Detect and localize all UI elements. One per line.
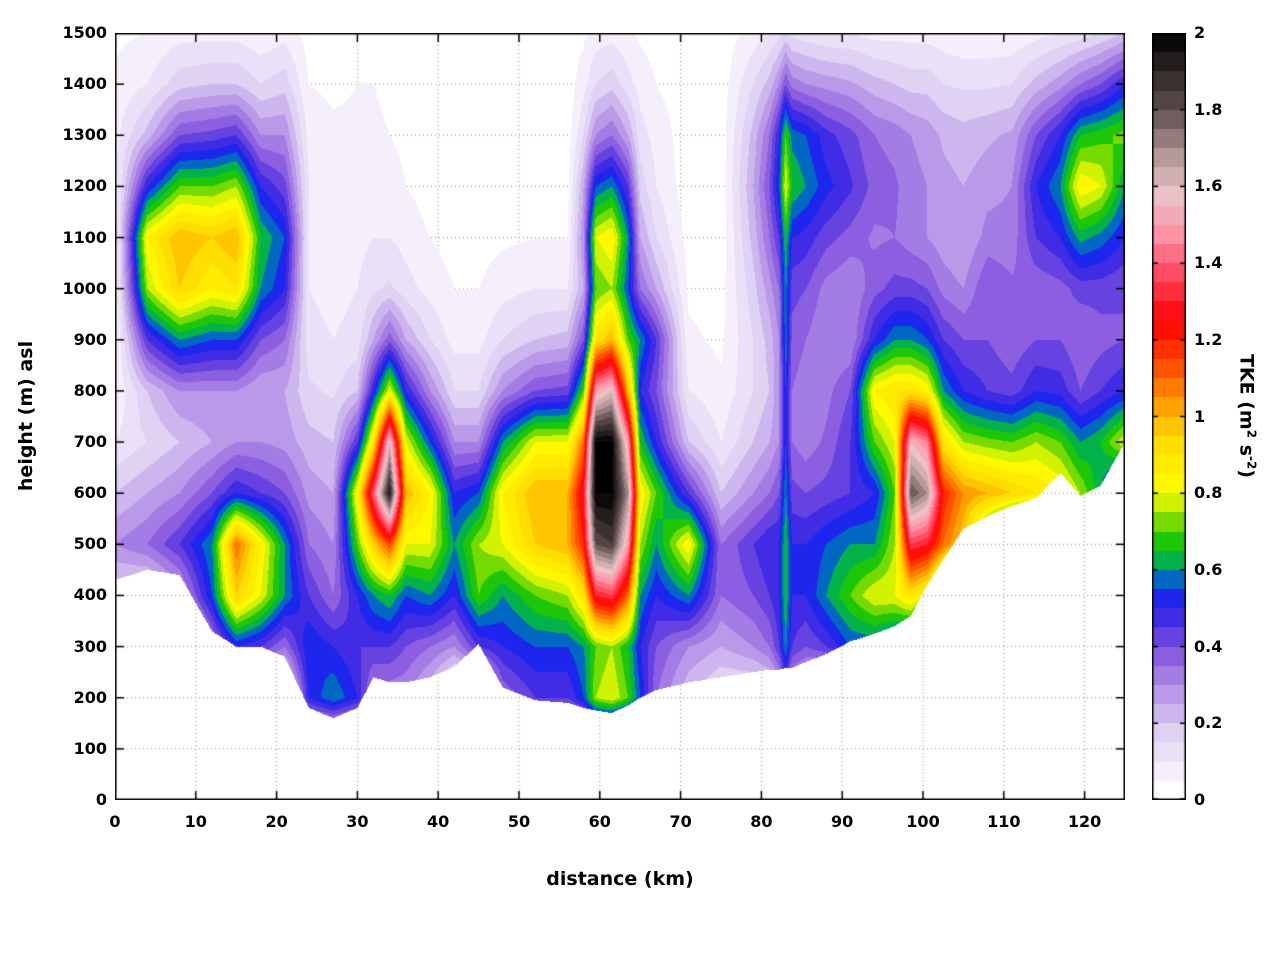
x-tick-label: 10 bbox=[184, 812, 207, 831]
y-tick-label: 1200 bbox=[62, 176, 107, 196]
colorbar-title-sup-1: 2 bbox=[1244, 429, 1259, 439]
x-tick-label: 80 bbox=[750, 812, 773, 831]
colorbar-title-text: TKE (m bbox=[1235, 353, 1258, 430]
colorbar-tick-label: 1 bbox=[1194, 406, 1206, 426]
colorbar-tick-label: 1.6 bbox=[1194, 176, 1223, 196]
colorbar-tick-label: 0.8 bbox=[1194, 483, 1223, 503]
colorbar-tick-label: 0.6 bbox=[1194, 559, 1223, 579]
y-tick-label: 700 bbox=[73, 432, 107, 452]
x-tick-label: 20 bbox=[265, 812, 288, 831]
y-tick-label: 1300 bbox=[62, 125, 107, 145]
y-axis-title: height (m) asl bbox=[15, 340, 37, 492]
x-axis-title: distance (km) bbox=[546, 868, 694, 890]
colorbar-title-sup-2: -2 bbox=[1244, 456, 1259, 470]
colorbar-canvas bbox=[1152, 33, 1186, 800]
y-tick-label: 1500 bbox=[62, 23, 107, 42]
colorbar-tick-label: 0.2 bbox=[1194, 713, 1223, 733]
colorbar-title-text: ) bbox=[1235, 469, 1258, 479]
y-tick-label: 600 bbox=[73, 483, 107, 503]
colorbar-tick-label: 0 bbox=[1194, 790, 1206, 809]
y-tick-label: 1000 bbox=[62, 278, 107, 298]
colorbar-tick-label: 1.4 bbox=[1194, 253, 1223, 273]
colorbar-tick-label: 1.2 bbox=[1194, 329, 1223, 349]
y-tick-label: 500 bbox=[73, 534, 107, 554]
x-tick-label: 90 bbox=[831, 812, 854, 831]
x-tick-label: 120 bbox=[1067, 812, 1102, 831]
colorbar bbox=[1152, 33, 1186, 800]
y-tick-label: 300 bbox=[73, 636, 107, 656]
x-tick-label: 40 bbox=[427, 812, 450, 831]
y-tick-label: 800 bbox=[73, 380, 107, 400]
colorbar-title-text: s bbox=[1235, 438, 1258, 457]
plot-area bbox=[115, 33, 1125, 800]
y-tick-label: 100 bbox=[73, 738, 107, 758]
colorbar-tick-label: 0.4 bbox=[1194, 636, 1223, 656]
x-tick-label: 30 bbox=[346, 812, 369, 831]
x-tick-label: 110 bbox=[987, 812, 1021, 831]
y-tick-label: 400 bbox=[73, 585, 107, 605]
x-tick-label: 50 bbox=[507, 812, 531, 831]
x-tick-label: 0 bbox=[109, 812, 121, 831]
x-tick-label: 70 bbox=[669, 812, 692, 831]
y-tick-label: 900 bbox=[73, 329, 107, 349]
y-tick-label: 1400 bbox=[62, 74, 107, 94]
y-tick-label: 200 bbox=[73, 687, 107, 707]
tke-heatmap-canvas bbox=[115, 33, 1125, 800]
y-tick-label: 1100 bbox=[62, 227, 107, 247]
x-tick-label: 60 bbox=[588, 812, 611, 831]
x-tick-label: 100 bbox=[906, 812, 940, 831]
colorbar-tick-label: 2 bbox=[1194, 23, 1206, 42]
y-tick-label: 0 bbox=[95, 790, 107, 809]
colorbar-title: TKE (m2 s-2) bbox=[1236, 354, 1259, 478]
colorbar-tick-label: 1.8 bbox=[1194, 99, 1223, 119]
